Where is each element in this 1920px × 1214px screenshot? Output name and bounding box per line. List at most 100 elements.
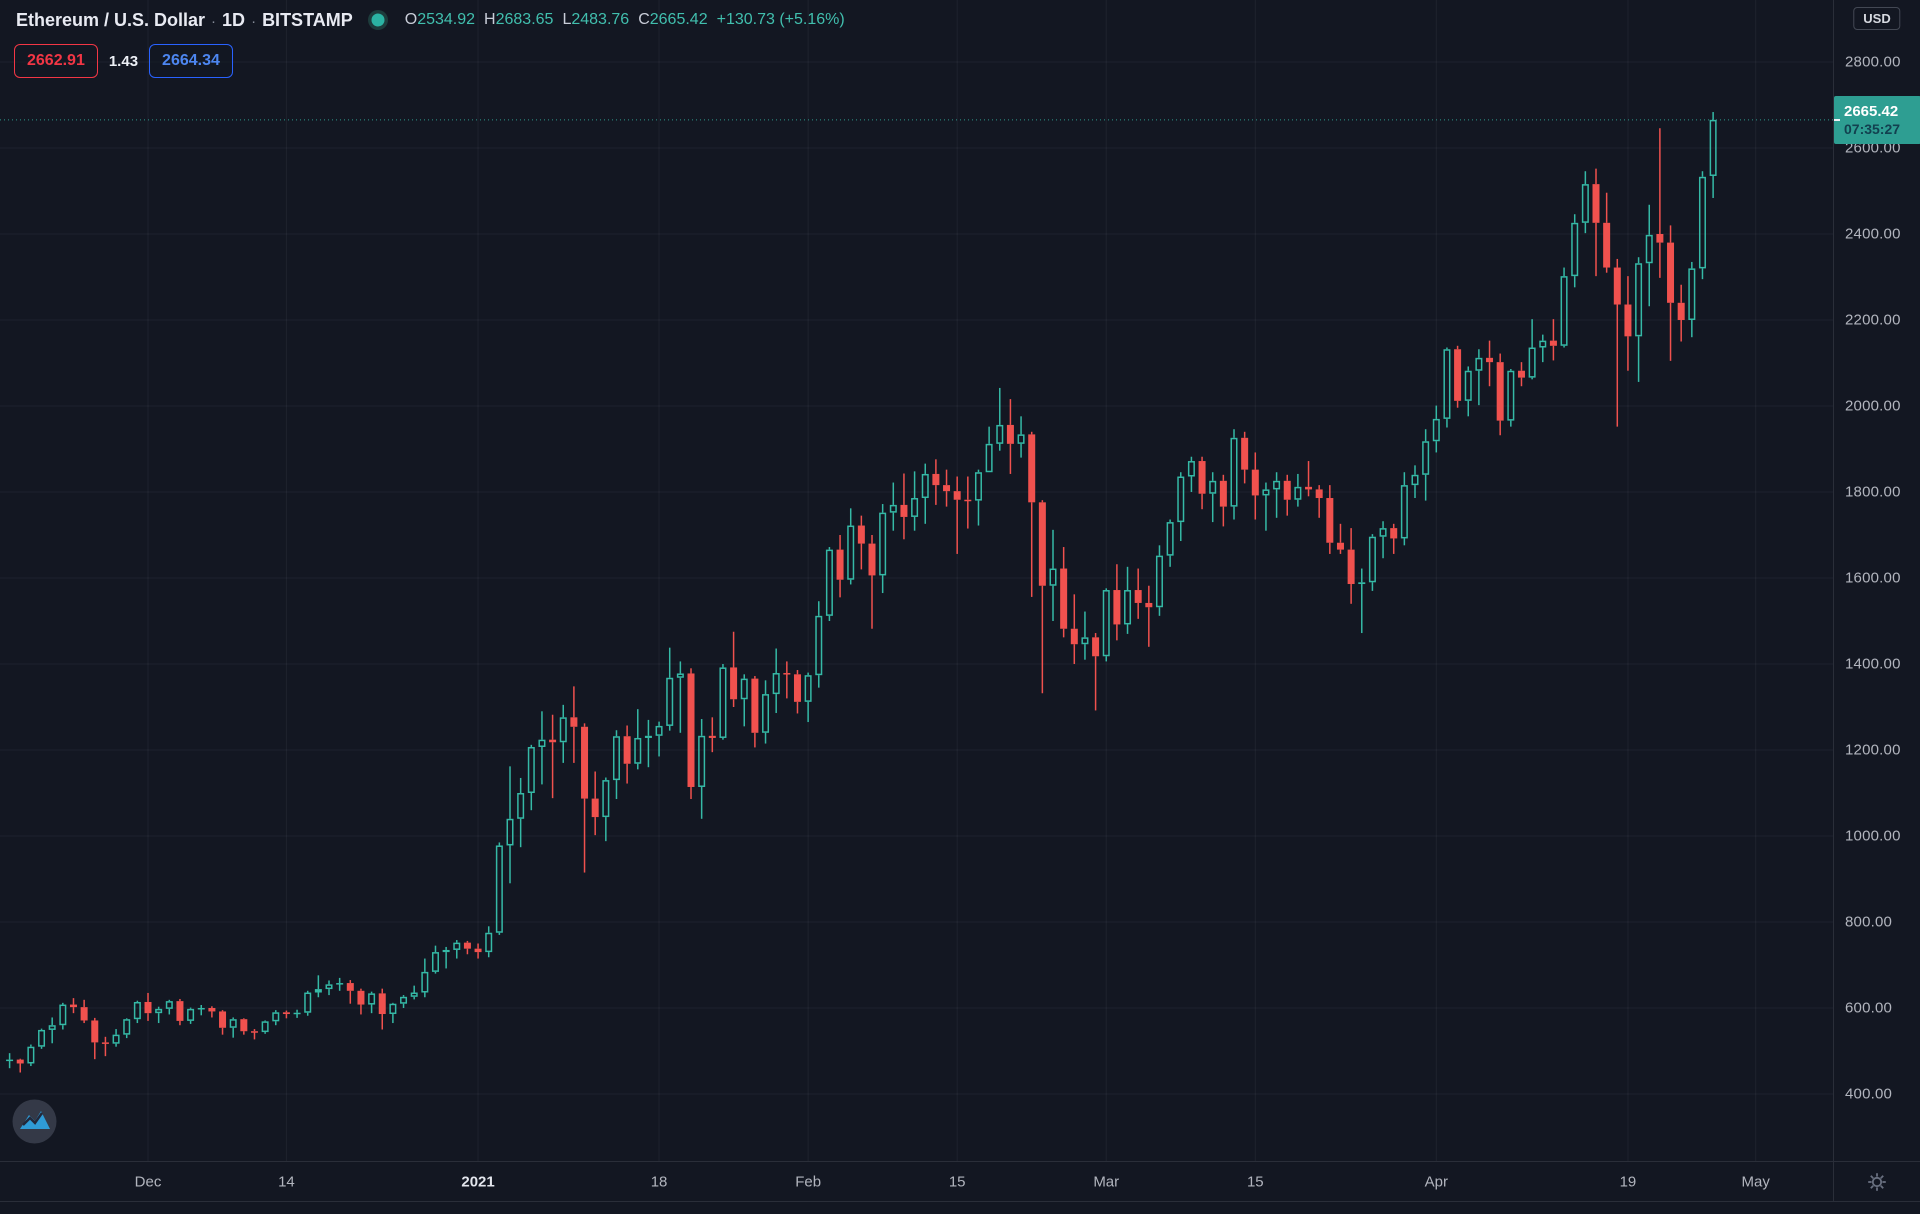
candle [421,958,429,998]
candle [793,670,801,714]
candle [921,463,929,524]
price-tick-label: 2400.00 [1845,225,1901,243]
candle [38,1028,46,1049]
candle [1155,545,1163,616]
candle [1411,465,1419,499]
candle [1347,528,1355,604]
price-tick-label: 1200.00 [1845,741,1901,759]
candle [1305,461,1313,497]
price-axis[interactable]: USD 2800.00 2600.00 2400.00 2200.00 2000.00 1… [1833,0,1920,1161]
candle [1709,112,1717,198]
time-tick-label: May [1741,1173,1770,1190]
candlestick-chart[interactable] [0,0,1833,1161]
candle [1464,366,1472,417]
candle [1113,564,1121,641]
candle [581,723,589,873]
candle [272,1010,280,1026]
buy-ask-button[interactable]: 2664.34 [149,44,233,78]
candle [431,945,439,974]
chart-canvas[interactable] [0,0,1833,1161]
ohlc-close: C2665.42 [638,11,708,28]
candle [16,1058,24,1073]
candle [1017,416,1025,458]
candle [378,988,386,1030]
candle [708,717,716,753]
candle [1400,472,1408,546]
price-tick-label: 1400.00 [1845,655,1901,673]
candle [612,730,620,800]
candle [868,535,876,629]
candle [1358,568,1366,634]
candle [527,744,535,811]
candle [1475,349,1483,406]
candle [1698,171,1706,280]
candle [59,1002,67,1030]
candle [1486,340,1494,387]
candle [985,426,993,473]
time-tick-label: 15 [1246,1173,1264,1190]
candle [900,473,908,540]
candle [453,940,461,959]
candle [570,686,578,763]
candle [602,777,610,842]
candle [144,992,152,1021]
ohlc-high: H2683.65 [484,11,554,28]
candle [964,476,972,529]
price-tick-label: 2800.00 [1845,53,1901,71]
candle [474,943,482,959]
candle [357,988,365,1015]
candle [197,1004,205,1016]
currency-badge[interactable]: USD [1853,7,1901,30]
candle [1677,284,1685,342]
separator-dot: · [211,12,217,30]
time-tick-label: Feb [795,1173,822,1190]
candle [932,459,940,505]
market-status-dot[interactable] [367,9,389,31]
candle [1124,566,1132,634]
candle [176,998,184,1026]
separator-dot: · [251,12,257,30]
status-dot-icon [367,10,388,30]
candle [1571,214,1579,288]
candle [889,482,897,531]
candle [666,647,674,731]
candle [346,980,354,1004]
candle [1379,521,1387,559]
candle [1517,362,1525,387]
candle [740,674,748,727]
price-tick-label: 800.00 [1845,913,1893,931]
candle [48,1017,56,1044]
sell-bid-button[interactable]: 2662.91 [14,44,98,78]
symbol-name[interactable]: Ethereum / U.S. Dollar [16,9,206,30]
last-price-value: 2665.42 [1844,102,1899,120]
ohlc-legend: O2534.92 H2683.65 L2483.76 C2665.42 +130… [405,11,845,29]
candle [101,1036,109,1057]
candle [1049,529,1057,621]
candle [123,1018,131,1039]
time-tick-label: 14 [278,1173,295,1190]
candle [953,476,961,554]
candle [804,672,812,723]
symbol-title[interactable]: Ethereum / U.S. Dollar · 1D · BITSTAMP [16,10,353,31]
candle [463,940,471,955]
candle [772,648,780,714]
candle [1060,547,1068,638]
last-price-tick [1834,118,1840,121]
chart-logo[interactable] [11,1098,58,1145]
candle [1581,171,1589,234]
time-axis[interactable]: Dec 14 2021 18 Feb 15 Mar 15 Apr 19 May [0,1161,1833,1202]
candle [836,535,844,598]
bottom-strip [0,1202,1920,1214]
time-tick-label: 2021 [461,1173,495,1190]
exchange-label[interactable]: BITSTAMP [262,9,353,30]
candle [1230,429,1238,520]
candle [1006,399,1014,474]
candle [282,1010,290,1019]
candle [410,985,418,1000]
candle [996,387,1004,451]
axis-settings-corner[interactable] [1833,1161,1920,1202]
interval-label[interactable]: 1D [222,9,246,30]
candle [1560,267,1568,348]
candle [1166,519,1174,567]
candle [1092,633,1100,711]
